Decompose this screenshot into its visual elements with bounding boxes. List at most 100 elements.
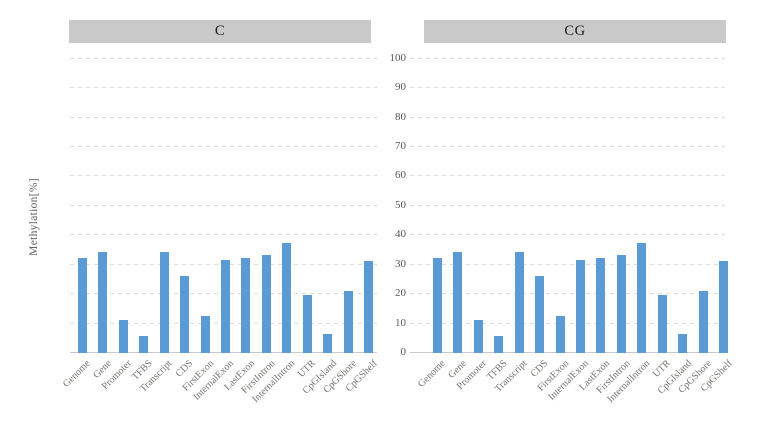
bar-group-utr: UTR [296, 44, 318, 380]
panel-cg-header: CG [424, 20, 726, 43]
bar-group-firstintron: FirstIntron [594, 44, 632, 396]
bar-cpgshore [698, 290, 708, 353]
bar-internalintron [637, 242, 647, 353]
gridline [70, 234, 377, 236]
panel-c-header: C [69, 20, 371, 43]
bar-firstintron [616, 254, 626, 353]
y-tick-label: 40 [395, 228, 406, 241]
y-tick-label: 70 [395, 139, 406, 152]
bar-utr [302, 294, 312, 353]
y-tick-label: 60 [395, 169, 406, 182]
bar-firstexon [555, 315, 565, 353]
bar-group-transcript: Transcript [493, 44, 530, 395]
gridline [410, 57, 725, 59]
gridline [410, 116, 725, 118]
bar-group-gene: Gene [446, 44, 468, 381]
gridline [410, 293, 725, 295]
gridline [410, 146, 725, 147]
y-tick-label: 30 [395, 257, 406, 270]
bar-transcript [159, 251, 169, 353]
y-tick-label: 90 [395, 81, 406, 94]
bar-cpgshelf [719, 261, 729, 353]
bar-group-internalintron: InternalIntron [251, 44, 298, 405]
bar-group-cpgshore: CpGShore [676, 44, 714, 396]
bar-cpgshelf [364, 261, 374, 353]
category-label: Genome [61, 358, 94, 390]
bar-group-firstintron: FirstIntron [239, 44, 277, 396]
gridline [70, 116, 377, 118]
gridline [410, 234, 725, 236]
bar-utr [657, 294, 667, 353]
gridline [70, 146, 377, 147]
bar-group-tfbs: TFBS [130, 44, 154, 383]
y-tick-label: 50 [395, 198, 406, 211]
gridline [70, 175, 377, 177]
bar-lastexon [241, 257, 251, 353]
bar-internalintron [282, 242, 292, 353]
bar-tfbs [139, 335, 149, 353]
bar-group-cpgisland: CpGIsland [300, 44, 339, 396]
bar-internalexon [221, 260, 231, 353]
bar-group-promoter: Promoter [100, 44, 134, 392]
bar-cds [535, 276, 545, 353]
bar-group-lastexon: LastExon [577, 44, 612, 393]
bar-group-genome: Genome [416, 44, 448, 390]
bar-group-firstexon: FirstExon [180, 44, 216, 394]
bar-lastexon [596, 257, 606, 353]
bar-group-promoter: Promoter [455, 44, 489, 392]
bar-tfbs [494, 335, 504, 353]
y-tick-label: 0 [400, 346, 407, 358]
bar-group-cds: CDS [174, 44, 195, 380]
bar-transcript [514, 251, 524, 353]
y-axis-ticks: 100 90 80 70 60 50 40 30 20 10 0 [352, 0, 407, 434]
y-tick-label: 100 [389, 51, 407, 64]
bar-promoter [473, 320, 483, 353]
bar-genome [77, 257, 87, 353]
bar-group-internalexon: InternalExon [192, 44, 236, 403]
gridline [70, 204, 377, 206]
bar-firstexon [200, 315, 210, 353]
gridline [410, 175, 725, 177]
panel-cg: CG Genome Gene Promoter TFBS Transcript CDS Fi… [410, 20, 735, 405]
gridline [410, 204, 725, 206]
y-axis-title: Methylation[%] [28, 178, 40, 256]
bar-group-cpgshelf: CpGShelf [344, 44, 380, 394]
bar-group-gene: Gene [91, 44, 113, 381]
bar-promoter [118, 320, 128, 353]
bars-area: Genome Gene Promoter TFBS Transcript CDS First… [61, 44, 380, 405]
bar-internalexon [576, 260, 586, 353]
gridline [410, 263, 725, 265]
y-tick-label: 10 [395, 316, 406, 329]
bar-group-cds: CDS [529, 44, 550, 380]
panel-cg-plot: Genome Gene Promoter TFBS Transcript CDS First… [410, 44, 735, 405]
bars-area: Genome Gene Promoter TFBS Transcript CDS First… [416, 44, 735, 405]
bar-cpgshore [343, 290, 353, 353]
panel-c: C Genome Gene Promoter TFBS Transcript CDS Fir… [61, 20, 380, 405]
panel-cg-title: CG [564, 23, 586, 39]
bar-group-lastexon: LastExon [222, 44, 257, 393]
gridline [410, 322, 725, 324]
gridline [70, 57, 377, 59]
category-label: Genome [416, 358, 449, 390]
bar-group-genome: Genome [61, 44, 93, 390]
bar-cds [180, 276, 190, 353]
bar-group-utr: UTR [651, 44, 673, 380]
bar-group-internalintron: InternalIntron [606, 44, 653, 405]
bar-genome [432, 257, 442, 353]
y-tick-label: 20 [395, 287, 406, 300]
bar-group-cpgshelf: CpGShelf [699, 44, 735, 394]
bar-group-internalexon: InternalExon [547, 44, 591, 403]
y-tick-label: 80 [395, 110, 406, 123]
panel-c-plot: Genome Gene Promoter TFBS Transcript CDS First… [61, 44, 380, 405]
bar-cpgisland [323, 333, 333, 353]
bar-cpgisland [678, 333, 688, 353]
bar-group-tfbs: TFBS [485, 44, 509, 383]
bar-group-firstexon: FirstExon [535, 44, 571, 394]
panel-c-title: C [214, 23, 226, 39]
x-axis-line [410, 352, 725, 353]
bar-gene [98, 251, 108, 353]
bar-group-cpgisland: CpGIsland [655, 44, 694, 396]
bar-group-transcript: Transcript [138, 44, 175, 395]
bar-gene [453, 251, 463, 353]
